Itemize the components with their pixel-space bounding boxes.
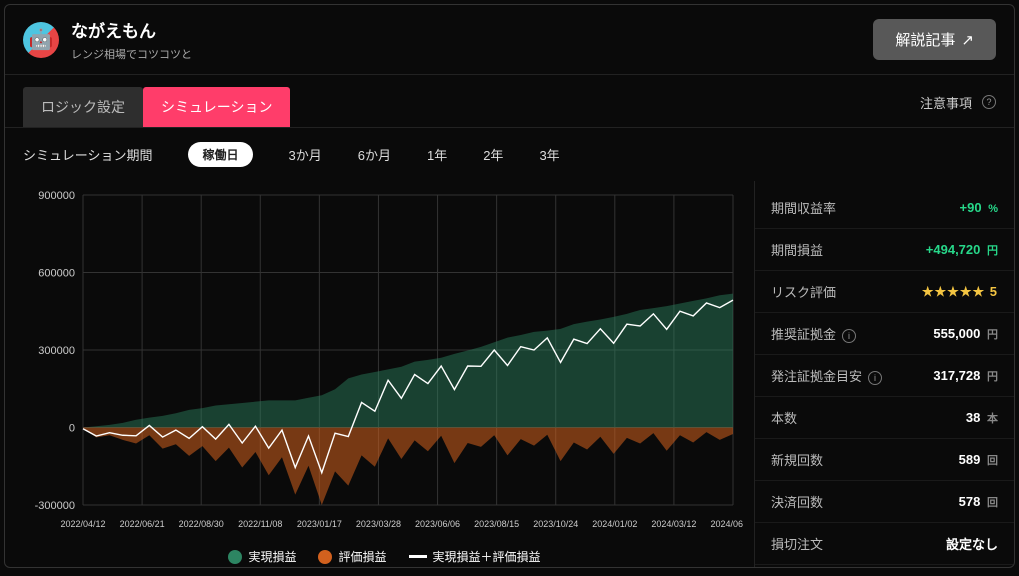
period-1y[interactable]: 1年: [427, 145, 447, 164]
tab-logic-settings[interactable]: ロジック設定: [23, 87, 143, 127]
stat-ordermargin-label: 発注証拠金目安i: [771, 366, 882, 385]
stat-recmargin-value: 555,000 円: [933, 326, 998, 342]
svg-text:2022/06/21: 2022/06/21: [120, 519, 165, 529]
svg-text:300000: 300000: [38, 345, 75, 357]
period-selector: シミュレーション期間 稼働日 3か月 6か月 1年 2年 3年: [5, 128, 1014, 181]
svg-text:0: 0: [69, 423, 75, 435]
stat-stop-value: 設定なし: [946, 534, 998, 553]
stat-new-label: 新規回数: [771, 450, 823, 469]
period-3y[interactable]: 3年: [539, 145, 559, 164]
pl-chart: -300000 0 300000 600000 900000 2022/04/12 2022…: [23, 185, 743, 535]
stat-close-label: 決済回数: [771, 492, 823, 511]
stat-risk-value: ★★★★★ 5: [922, 284, 998, 300]
period-label: シミュレーション期間: [23, 145, 152, 164]
legend-unrealized: 評価損益: [338, 548, 386, 565]
stat-return-value: +90 %: [960, 200, 998, 215]
period-3m[interactable]: 3か月: [289, 145, 322, 164]
stat-count-value: 38 本: [966, 410, 998, 426]
info-icon[interactable]: i: [868, 371, 882, 385]
stat-count-label: 本数: [771, 408, 797, 427]
svg-text:600000: 600000: [38, 268, 75, 280]
svg-text:2022/11/08: 2022/11/08: [238, 519, 282, 529]
stat-ordermargin-value: 317,728 円: [933, 368, 998, 384]
svg-text:-300000: -300000: [35, 500, 75, 512]
help-icon: ?: [982, 95, 996, 109]
stat-new-value: 589 回: [959, 452, 998, 468]
stat-risk-label: リスク評価: [771, 282, 836, 301]
stat-close-value: 578 回: [959, 494, 998, 510]
notice-link[interactable]: 注意事項 ?: [920, 93, 996, 122]
external-link-icon: ↗: [961, 31, 974, 49]
stat-pl-value: +494,720 円: [926, 242, 998, 258]
stat-return-label: 期間収益率: [771, 198, 836, 217]
svg-text:2024/01/02: 2024/01/02: [592, 519, 637, 529]
svg-text:2023/03/28: 2023/03/28: [356, 519, 401, 529]
svg-text:2023/08/15: 2023/08/15: [474, 519, 519, 529]
tab-simulation[interactable]: シミュレーション: [143, 87, 290, 127]
svg-text:2024/03/12: 2024/03/12: [651, 519, 696, 529]
tagline: レンジ相場でコツコツと: [71, 46, 192, 62]
explanation-article-button[interactable]: 解説記事 ↗: [873, 19, 996, 60]
stats-panel: 期間収益率 +90 % 期間損益 +494,720 円 リスク評価 ★★★★★ 5 推…: [754, 181, 1014, 568]
period-6m[interactable]: 6か月: [358, 145, 391, 164]
svg-text:900000: 900000: [38, 190, 75, 202]
legend-realized: 実現損益: [248, 548, 296, 565]
svg-text:2022/08/30: 2022/08/30: [179, 519, 224, 529]
svg-text:2023/01/17: 2023/01/17: [297, 519, 342, 529]
svg-text:2023/06/06: 2023/06/06: [415, 519, 460, 529]
svg-text:2024/06/10: 2024/06/10: [710, 519, 743, 529]
stat-pl-label: 期間損益: [771, 240, 823, 259]
robot-name: ながえもん: [71, 17, 192, 42]
stat-stop-label: 損切注文: [771, 534, 823, 553]
stat-recmargin-label: 推奨証拠金i: [771, 324, 856, 343]
svg-text:2022/04/12: 2022/04/12: [60, 519, 105, 529]
info-icon[interactable]: i: [842, 329, 856, 343]
period-2y[interactable]: 2年: [483, 145, 503, 164]
period-active[interactable]: 稼働日: [188, 142, 252, 167]
avatar: 🤖: [23, 22, 59, 58]
legend-sum: 実現損益＋評価損益: [433, 548, 541, 565]
svg-text:2023/10/24: 2023/10/24: [533, 519, 578, 529]
chart-legend: 実現損益 評価損益 実現損益＋評価損益: [23, 548, 746, 565]
